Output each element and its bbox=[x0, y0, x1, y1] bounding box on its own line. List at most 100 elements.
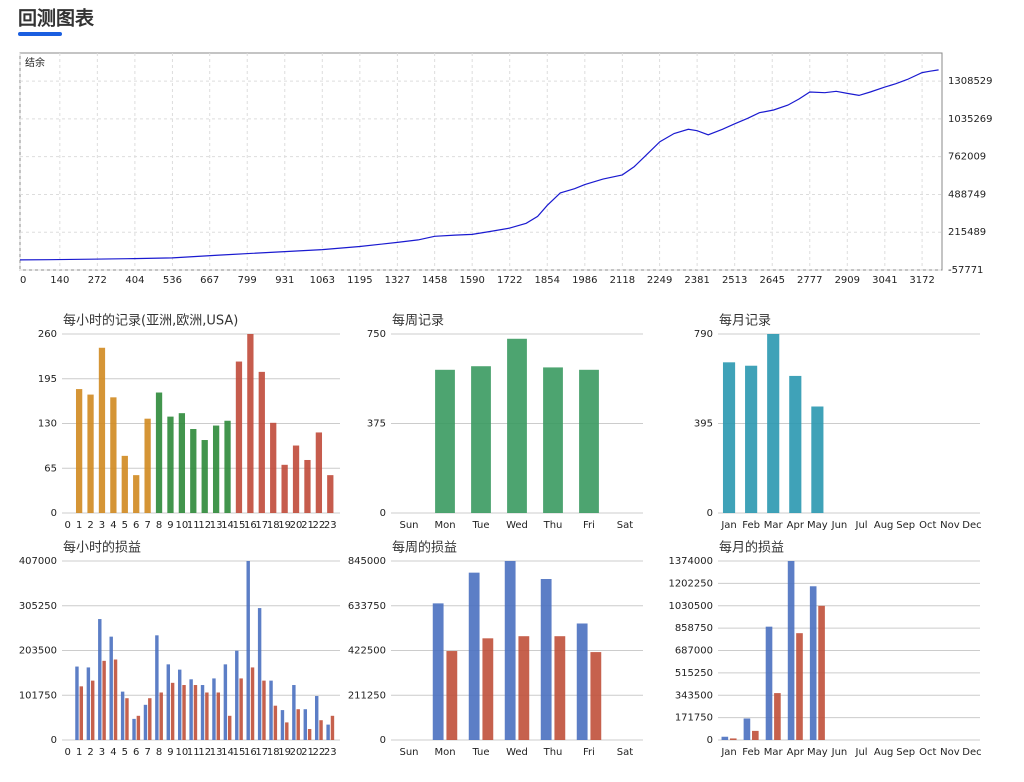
y-tick-label: 343500 bbox=[675, 690, 713, 701]
bar bbox=[177, 669, 182, 740]
x-tick-label: Apr bbox=[787, 747, 805, 758]
x-tick-label: 5 bbox=[122, 747, 128, 758]
bar bbox=[166, 664, 171, 740]
x-tick-label: Dec bbox=[962, 747, 981, 758]
bar bbox=[75, 389, 83, 513]
x-tick-label: 1063 bbox=[310, 275, 335, 286]
bar bbox=[144, 418, 151, 513]
bar bbox=[314, 696, 319, 740]
x-tick-label: 16 bbox=[244, 520, 257, 531]
bar bbox=[235, 650, 239, 740]
bar bbox=[796, 633, 803, 740]
bar bbox=[518, 636, 530, 740]
x-tick-label: 22 bbox=[313, 747, 326, 758]
bar bbox=[121, 455, 128, 513]
y-tick-label: 845000 bbox=[348, 556, 386, 567]
bar bbox=[212, 678, 216, 740]
x-tick-label: 1854 bbox=[535, 275, 560, 286]
bar bbox=[446, 651, 458, 740]
x-tick-label: 0 bbox=[20, 275, 26, 286]
x-tick-label: 7 bbox=[144, 520, 150, 531]
x-tick-label: 1458 bbox=[422, 275, 447, 286]
x-tick-label: Jul bbox=[855, 747, 868, 758]
bar bbox=[743, 718, 751, 740]
x-tick-label: Thu bbox=[543, 520, 563, 531]
chart-title: 每月记录 bbox=[719, 313, 771, 329]
x-tick-label: 9 bbox=[167, 747, 173, 758]
x-tick-label: Feb bbox=[742, 520, 760, 531]
x-tick-label: Nov bbox=[940, 520, 960, 531]
bar bbox=[155, 635, 159, 740]
bar bbox=[235, 361, 243, 513]
bar bbox=[250, 667, 255, 740]
x-tick-label: Mon bbox=[434, 520, 455, 531]
x-tick-label: Mon bbox=[434, 747, 455, 758]
x-tick-label: 0 bbox=[65, 747, 71, 758]
x-tick-label: Wed bbox=[506, 747, 528, 758]
y-tick-label: -57771 bbox=[948, 265, 983, 276]
y-tick-label: 101750 bbox=[19, 690, 57, 701]
bar bbox=[87, 394, 94, 513]
x-tick-label: 17 bbox=[255, 520, 268, 531]
bar bbox=[787, 561, 795, 740]
y-tick-label: 305250 bbox=[19, 601, 57, 612]
x-tick-label: Sun bbox=[399, 520, 418, 531]
bar bbox=[133, 475, 140, 513]
x-tick-label: Sep bbox=[896, 747, 915, 758]
y-tick-label: 750 bbox=[367, 329, 386, 340]
x-tick-label: Mar bbox=[764, 747, 784, 758]
y-tick-label: 762009 bbox=[948, 152, 986, 163]
bar bbox=[296, 709, 300, 740]
bar bbox=[167, 416, 174, 513]
x-tick-label: 1327 bbox=[385, 275, 410, 286]
bar bbox=[543, 367, 563, 513]
x-tick-label: 6 bbox=[133, 747, 139, 758]
x-tick-label: Dec bbox=[962, 520, 981, 531]
x-tick-label: 140 bbox=[50, 275, 69, 286]
x-tick-label: 1195 bbox=[347, 275, 372, 286]
bar bbox=[109, 636, 113, 740]
bar bbox=[239, 678, 243, 740]
bar bbox=[504, 561, 516, 740]
bar bbox=[270, 422, 277, 513]
bar bbox=[79, 686, 84, 740]
bar bbox=[98, 347, 106, 513]
y-tick-label: 1374000 bbox=[668, 556, 713, 567]
y-tick-label: 260 bbox=[38, 329, 57, 340]
x-tick-label: 1590 bbox=[459, 275, 484, 286]
x-tick-label: 2909 bbox=[835, 275, 860, 286]
bar bbox=[246, 561, 250, 740]
x-tick-label: 14 bbox=[221, 747, 234, 758]
y-tick-label: 0 bbox=[380, 508, 386, 519]
bar bbox=[182, 685, 186, 740]
x-tick-label: Jun bbox=[831, 747, 848, 758]
y-tick-label: 375 bbox=[367, 419, 386, 430]
x-tick-label: 536 bbox=[163, 275, 182, 286]
bar bbox=[280, 710, 285, 740]
x-tick-label: Wed bbox=[506, 520, 528, 531]
y-tick-label: 203500 bbox=[19, 646, 57, 657]
x-tick-label: Oct bbox=[919, 520, 936, 531]
bar bbox=[148, 698, 152, 740]
bar bbox=[292, 445, 300, 513]
chart-title: 每月的损益 bbox=[719, 540, 784, 556]
bar bbox=[590, 652, 602, 740]
bar bbox=[811, 406, 824, 513]
x-tick-label: Fri bbox=[583, 747, 595, 758]
bar bbox=[809, 586, 817, 740]
x-tick-label: 21 bbox=[301, 747, 314, 758]
x-tick-label: Tue bbox=[471, 747, 489, 758]
y-tick-label: 1308529 bbox=[948, 76, 993, 87]
bar bbox=[216, 692, 221, 740]
bar bbox=[789, 375, 802, 513]
bar bbox=[579, 369, 599, 513]
y-tick-label: 687000 bbox=[675, 646, 713, 657]
bar bbox=[774, 693, 781, 740]
bar bbox=[75, 666, 79, 740]
bar bbox=[471, 366, 491, 513]
x-tick-label: 2 bbox=[87, 747, 93, 758]
x-tick-label: 2118 bbox=[610, 275, 635, 286]
bar bbox=[159, 692, 163, 740]
x-tick-label: 4 bbox=[110, 747, 116, 758]
